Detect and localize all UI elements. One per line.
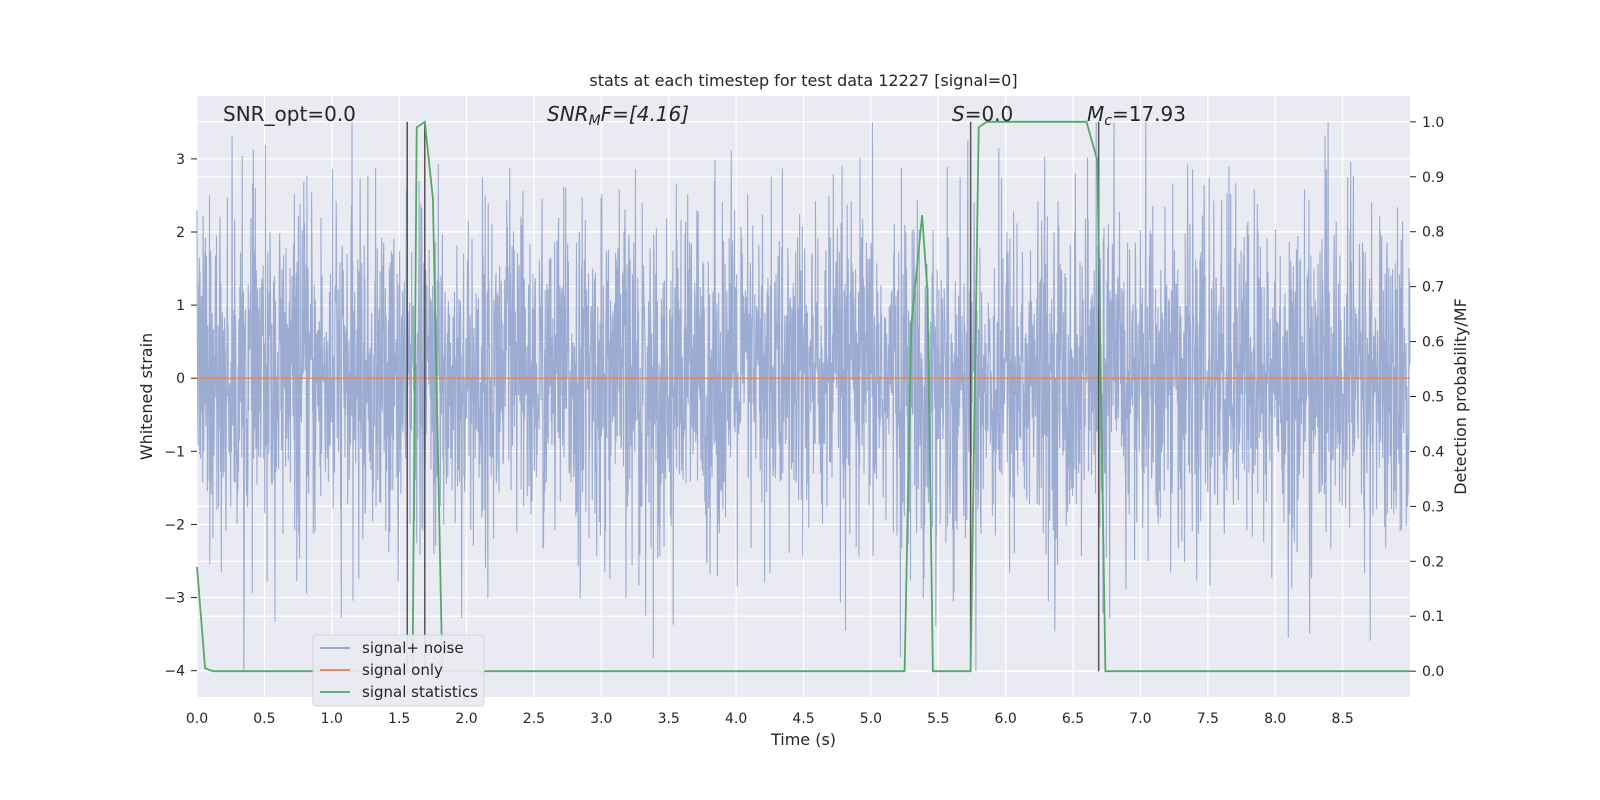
y2-tick-label: 0.7 — [1422, 280, 1444, 296]
y2-tick-label: 0.6 — [1422, 335, 1444, 351]
y-tick-label: −3 — [164, 591, 185, 607]
x-tick-label: 3.5 — [658, 711, 680, 727]
y2-tick-label: 0.4 — [1422, 444, 1444, 460]
legend-label-signal-noise: signal+ noise — [362, 639, 464, 657]
y2-axis-label: Detection probability/MF — [1451, 298, 1470, 495]
annotation-chirp-mass: Mc=17.93 — [1087, 102, 1186, 129]
y2-tick-label: 0.0 — [1422, 664, 1444, 680]
annotation-snr-opt: SNR_opt=0.0 — [223, 102, 356, 126]
y-tick-label: 3 — [176, 152, 185, 168]
x-tick-label: 6.5 — [1062, 711, 1084, 727]
y-axis-label: Whitened strain — [137, 333, 156, 460]
x-tick-label: 5.5 — [927, 711, 949, 727]
annotation-snr-mf: SNRMF=[4.16] — [547, 102, 689, 129]
x-tick-label: 4.5 — [792, 711, 814, 727]
y2-tick-label: 0.8 — [1422, 225, 1444, 241]
series-signal-plus-noise — [196, 122, 1411, 671]
x-axis-ticks: 0.0 0.5 1.0 1.5 2.0 2.5 3.0 3.5 4.0 4.5 5.0 5.5 6.0 6… — [186, 711, 1354, 727]
legend-box — [312, 634, 485, 707]
y-tick-label: 1 — [176, 298, 185, 314]
y-tick-label: −2 — [164, 517, 185, 533]
x-tick-label: 0.0 — [186, 711, 208, 727]
y2-tick-label: 0.1 — [1422, 609, 1444, 625]
x-axis-label: Time (s) — [770, 730, 836, 749]
y-tick-label: 2 — [176, 225, 185, 241]
y2-tick-label: 0.2 — [1422, 554, 1444, 570]
x-tick-label: 2.5 — [523, 711, 545, 727]
annotation-s-stat: S=0.0 — [952, 102, 1013, 126]
legend: signal+ noise signal only signal statist… — [312, 634, 485, 707]
y-tick-label: −4 — [164, 664, 185, 680]
y2-tick-label: 0.3 — [1422, 499, 1444, 515]
legend-label-signal-only: signal only — [362, 661, 443, 679]
x-tick-label: 7.5 — [1197, 711, 1219, 727]
x-tick-label: 0.5 — [253, 711, 275, 727]
y2-tick-label: 0.5 — [1422, 390, 1444, 406]
x-tick-label: 4.0 — [725, 711, 747, 727]
y-axis-ticks: 3 2 1 0 −1 −2 −3 −4 — [164, 152, 197, 680]
x-tick-label: 2.0 — [455, 711, 477, 727]
x-tick-label: 3.0 — [590, 711, 612, 727]
x-tick-label: 8.5 — [1331, 711, 1353, 727]
noise-path — [196, 122, 1411, 671]
y-tick-label: −1 — [164, 444, 185, 460]
y2-tick-label: 0.9 — [1422, 170, 1444, 186]
chart-title: stats at each timestep for test data 122… — [589, 71, 1017, 90]
x-tick-label: 8.0 — [1264, 711, 1286, 727]
x-tick-label: 6.0 — [995, 711, 1017, 727]
y2-tick-label: 1.0 — [1422, 115, 1444, 131]
y-tick-label: 0 — [176, 371, 185, 387]
y2-axis-ticks: 1.0 0.9 0.8 0.7 0.6 0.5 0.4 0.3 0.2 0.1 0.0 — [1410, 115, 1444, 680]
x-tick-label: 7.0 — [1129, 711, 1151, 727]
legend-label-signal-statistics: signal statistics — [362, 683, 478, 701]
x-tick-label: 1.5 — [388, 711, 410, 727]
x-tick-label: 5.0 — [860, 711, 882, 727]
x-tick-label: 1.0 — [321, 711, 343, 727]
